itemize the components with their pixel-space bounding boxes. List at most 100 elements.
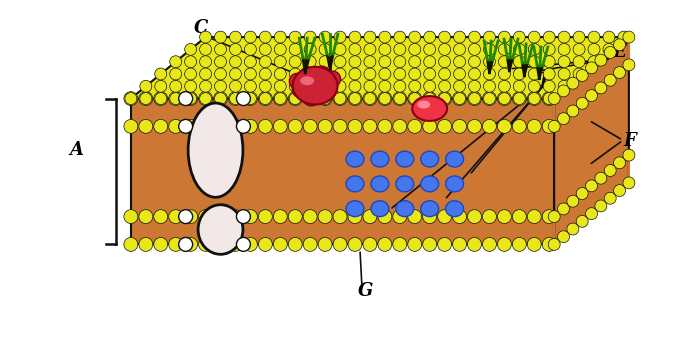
Circle shape [586,208,598,220]
Ellipse shape [446,151,463,167]
Circle shape [614,157,626,169]
Circle shape [228,237,242,251]
Ellipse shape [371,151,388,167]
Ellipse shape [421,176,439,192]
Circle shape [124,210,138,224]
Circle shape [595,82,607,94]
Circle shape [528,80,540,92]
Circle shape [230,80,242,92]
Circle shape [379,80,391,92]
Ellipse shape [371,176,388,192]
Circle shape [348,210,362,224]
Circle shape [214,237,228,251]
Circle shape [394,31,406,43]
Circle shape [289,73,305,89]
Circle shape [588,31,600,43]
Circle shape [438,119,452,133]
Circle shape [155,68,167,80]
Circle shape [543,80,555,92]
Circle shape [183,237,197,251]
Circle shape [364,80,376,92]
Circle shape [214,44,227,55]
Circle shape [378,237,392,251]
Circle shape [567,195,579,207]
Circle shape [319,92,331,104]
Circle shape [604,165,616,176]
Circle shape [363,237,377,251]
Text: B: B [206,143,220,161]
Circle shape [244,31,256,43]
Circle shape [586,62,598,74]
Circle shape [454,31,466,43]
Circle shape [379,68,391,80]
Circle shape [124,92,138,105]
Circle shape [438,92,452,105]
Circle shape [618,31,630,43]
Circle shape [258,237,272,251]
Circle shape [567,223,579,235]
Circle shape [260,44,272,55]
Circle shape [595,54,607,66]
Circle shape [304,44,316,55]
Circle shape [139,119,153,133]
Circle shape [438,210,452,224]
Circle shape [558,68,570,80]
Circle shape [274,44,286,55]
Circle shape [394,44,406,55]
Circle shape [528,31,540,43]
Circle shape [183,119,197,133]
Circle shape [185,92,197,104]
Circle shape [349,31,361,43]
Circle shape [482,210,496,224]
Ellipse shape [395,201,414,217]
Circle shape [454,92,466,104]
Circle shape [244,210,258,224]
Circle shape [363,119,377,133]
Circle shape [334,31,346,43]
Circle shape [260,68,272,80]
Circle shape [214,92,228,105]
Circle shape [318,92,332,105]
Circle shape [364,92,376,104]
Circle shape [558,44,570,55]
Circle shape [513,80,525,92]
Circle shape [334,44,346,55]
Circle shape [199,92,211,104]
Circle shape [155,92,167,104]
Circle shape [527,237,541,251]
Circle shape [379,92,391,104]
Circle shape [453,237,466,251]
Circle shape [439,92,451,104]
Circle shape [178,237,192,251]
Circle shape [292,82,308,98]
Ellipse shape [346,151,364,167]
Circle shape [484,80,496,92]
Circle shape [548,120,560,132]
Circle shape [244,44,256,55]
Circle shape [230,31,242,43]
Circle shape [393,119,407,133]
Circle shape [394,92,406,104]
Circle shape [586,180,598,192]
Circle shape [300,67,316,83]
Circle shape [349,92,361,104]
Circle shape [513,31,525,43]
Circle shape [423,119,437,133]
Circle shape [237,119,251,133]
Circle shape [542,237,556,251]
Circle shape [319,31,331,43]
Circle shape [543,31,555,43]
Circle shape [512,119,526,133]
Circle shape [244,56,256,68]
Ellipse shape [412,96,447,121]
Circle shape [185,44,197,55]
Text: C: C [194,19,208,37]
Circle shape [484,56,496,68]
Circle shape [394,68,406,80]
Circle shape [408,92,421,105]
Circle shape [576,70,588,82]
Circle shape [409,80,421,92]
Circle shape [439,56,451,68]
Circle shape [528,68,540,80]
Circle shape [304,31,316,43]
